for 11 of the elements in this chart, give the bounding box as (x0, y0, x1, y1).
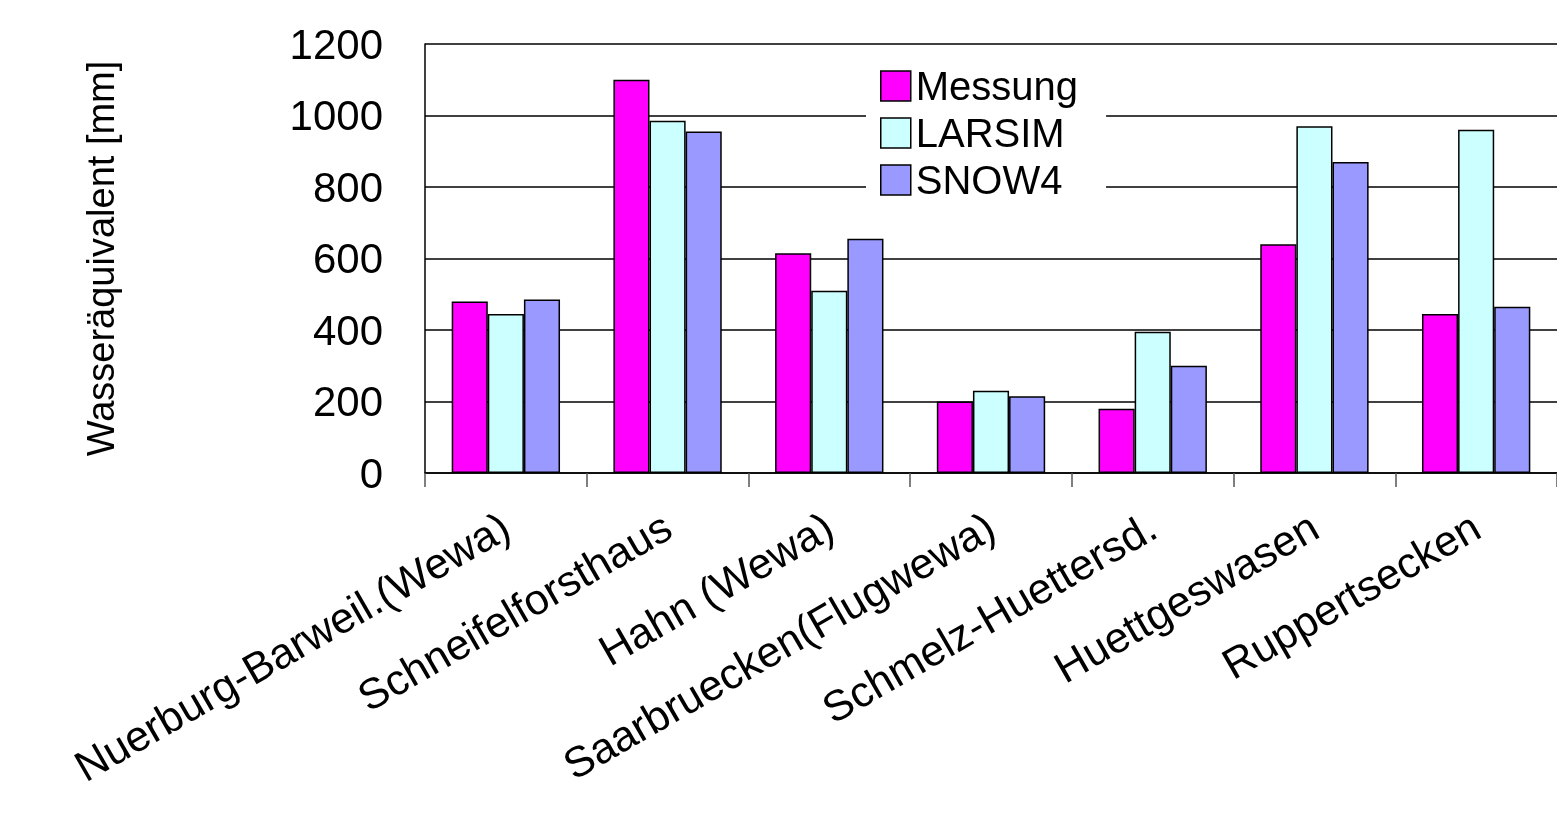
y-tick-label: 800 (312, 163, 383, 211)
legend-label: Messung (915, 64, 1079, 108)
y-axis-title: Wasseräquivalent [mm] (80, 60, 122, 457)
y-tick-label: 1200 (289, 20, 383, 68)
y-tick-label: 600 (312, 235, 383, 282)
y-tick-label: 200 (312, 378, 383, 425)
y-tick-label: 400 (312, 306, 383, 354)
legend-label: SNOW4 (915, 158, 1063, 202)
legend-label: LARSIM (915, 111, 1065, 155)
y-tick-label: 0 (359, 449, 383, 497)
y-tick-label: 1000 (289, 92, 383, 139)
